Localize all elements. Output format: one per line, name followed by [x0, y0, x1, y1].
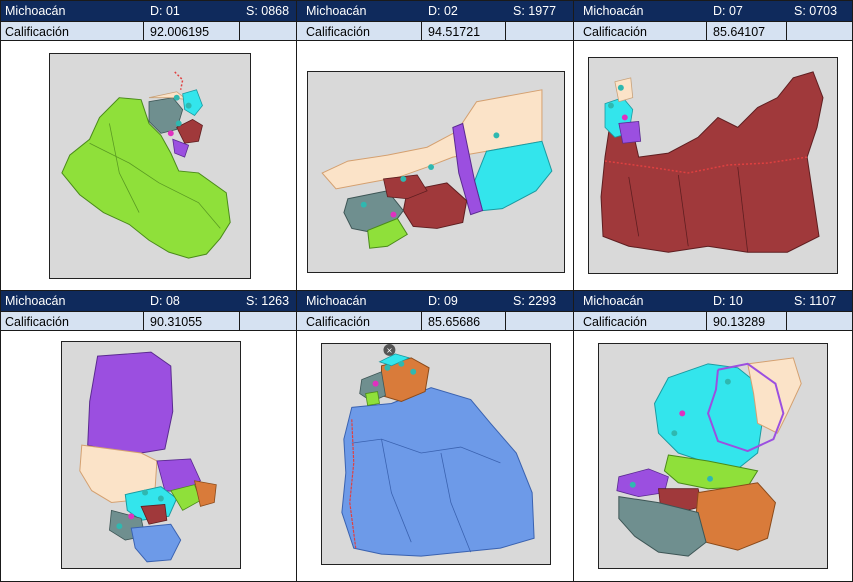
- district-map-d07: [600, 71, 824, 253]
- score-label: Calificación: [5, 315, 69, 329]
- state-label: Michoacán: [583, 294, 644, 308]
- score-label: Calificación: [306, 25, 370, 39]
- map-d01[interactable]: [49, 53, 251, 279]
- panel-d02: Michoacán D: 02 S: 1977 Calificación 94.…: [296, 0, 574, 291]
- map-d10[interactable]: [598, 343, 828, 569]
- panel-header: Michoacán D: 09 S: 2293: [297, 291, 573, 311]
- panel-score-row: Calificación 90.31055: [1, 311, 296, 331]
- panel-header: Michoacán D: 02 S: 1977: [297, 1, 573, 21]
- panel-score-row: Calificación 90.13289: [574, 311, 852, 331]
- district-map-d09: ×: [341, 344, 535, 557]
- map-d02[interactable]: [307, 71, 565, 273]
- district-map-d10: [616, 357, 802, 557]
- district-map-d02: [321, 89, 553, 249]
- panel-header: Michoacán D: 01 S: 0868: [1, 1, 296, 21]
- score-label: Calificación: [583, 315, 647, 329]
- map-d08[interactable]: [61, 341, 241, 569]
- state-label: Michoacán: [306, 294, 367, 308]
- section-label: S: 2293: [513, 294, 557, 308]
- section-label: S: 0868: [246, 4, 290, 18]
- district-label: D: 02: [428, 4, 458, 18]
- score-label: Calificación: [583, 25, 647, 39]
- section-label: S: 1977: [513, 4, 557, 18]
- state-label: Michoacán: [5, 294, 66, 308]
- district-map-d08: [79, 351, 217, 563]
- score-value: 90.31055: [150, 315, 203, 329]
- panel-header: Michoacán D: 07 S: 0703: [574, 1, 852, 21]
- district-map-d01: [61, 71, 231, 259]
- score-value: 94.51721: [428, 25, 481, 39]
- map-d09[interactable]: ×: [321, 343, 551, 565]
- section-label: S: 1107: [794, 294, 837, 308]
- state-label: Michoacán: [583, 4, 644, 18]
- section-label: S: 0703: [794, 4, 838, 18]
- panel-score-row: Calificación 94.51721: [297, 21, 573, 41]
- panel-d09: Michoacán D: 09 S: 2293 Calificación 85.…: [296, 290, 574, 582]
- district-label: D: 07: [713, 4, 743, 18]
- panel-header: Michoacán D: 10 S: 1107: [574, 291, 852, 311]
- panel-d10: Michoacán D: 10 S: 1107 Calificación 90.…: [573, 290, 853, 582]
- panel-d01: Michoacán D: 01 S: 0868 Calificación 92.…: [0, 0, 297, 291]
- district-label: D: 08: [150, 294, 180, 308]
- district-label: D: 01: [150, 4, 180, 18]
- district-label: D: 09: [428, 294, 458, 308]
- district-label: D: 10: [713, 294, 743, 308]
- panel-score-row: Calificación 92.006195: [1, 21, 296, 41]
- score-value: 92.006195: [150, 25, 210, 39]
- svg-text:×: ×: [386, 346, 393, 355]
- score-label: Calificación: [306, 315, 370, 329]
- state-label: Michoacán: [5, 4, 66, 18]
- score-label: Calificación: [5, 25, 69, 39]
- panel-header: Michoacán D: 08 S: 1263: [1, 291, 296, 311]
- score-value: 85.64107: [713, 25, 766, 39]
- panel-score-row: Calificación 85.64107: [574, 21, 852, 41]
- panel-d07: Michoacán D: 07 S: 0703 Calificación 85.…: [573, 0, 853, 291]
- panel-d08: Michoacán D: 08 S: 1263 Calificación 90.…: [0, 290, 297, 582]
- panel-score-row: Calificación 85.65686: [297, 311, 573, 331]
- score-value: 90.13289: [713, 315, 766, 329]
- score-value: 85.65686: [428, 315, 481, 329]
- section-label: S: 1263: [246, 294, 290, 308]
- state-label: Michoacán: [306, 4, 367, 18]
- map-d07[interactable]: [588, 57, 838, 274]
